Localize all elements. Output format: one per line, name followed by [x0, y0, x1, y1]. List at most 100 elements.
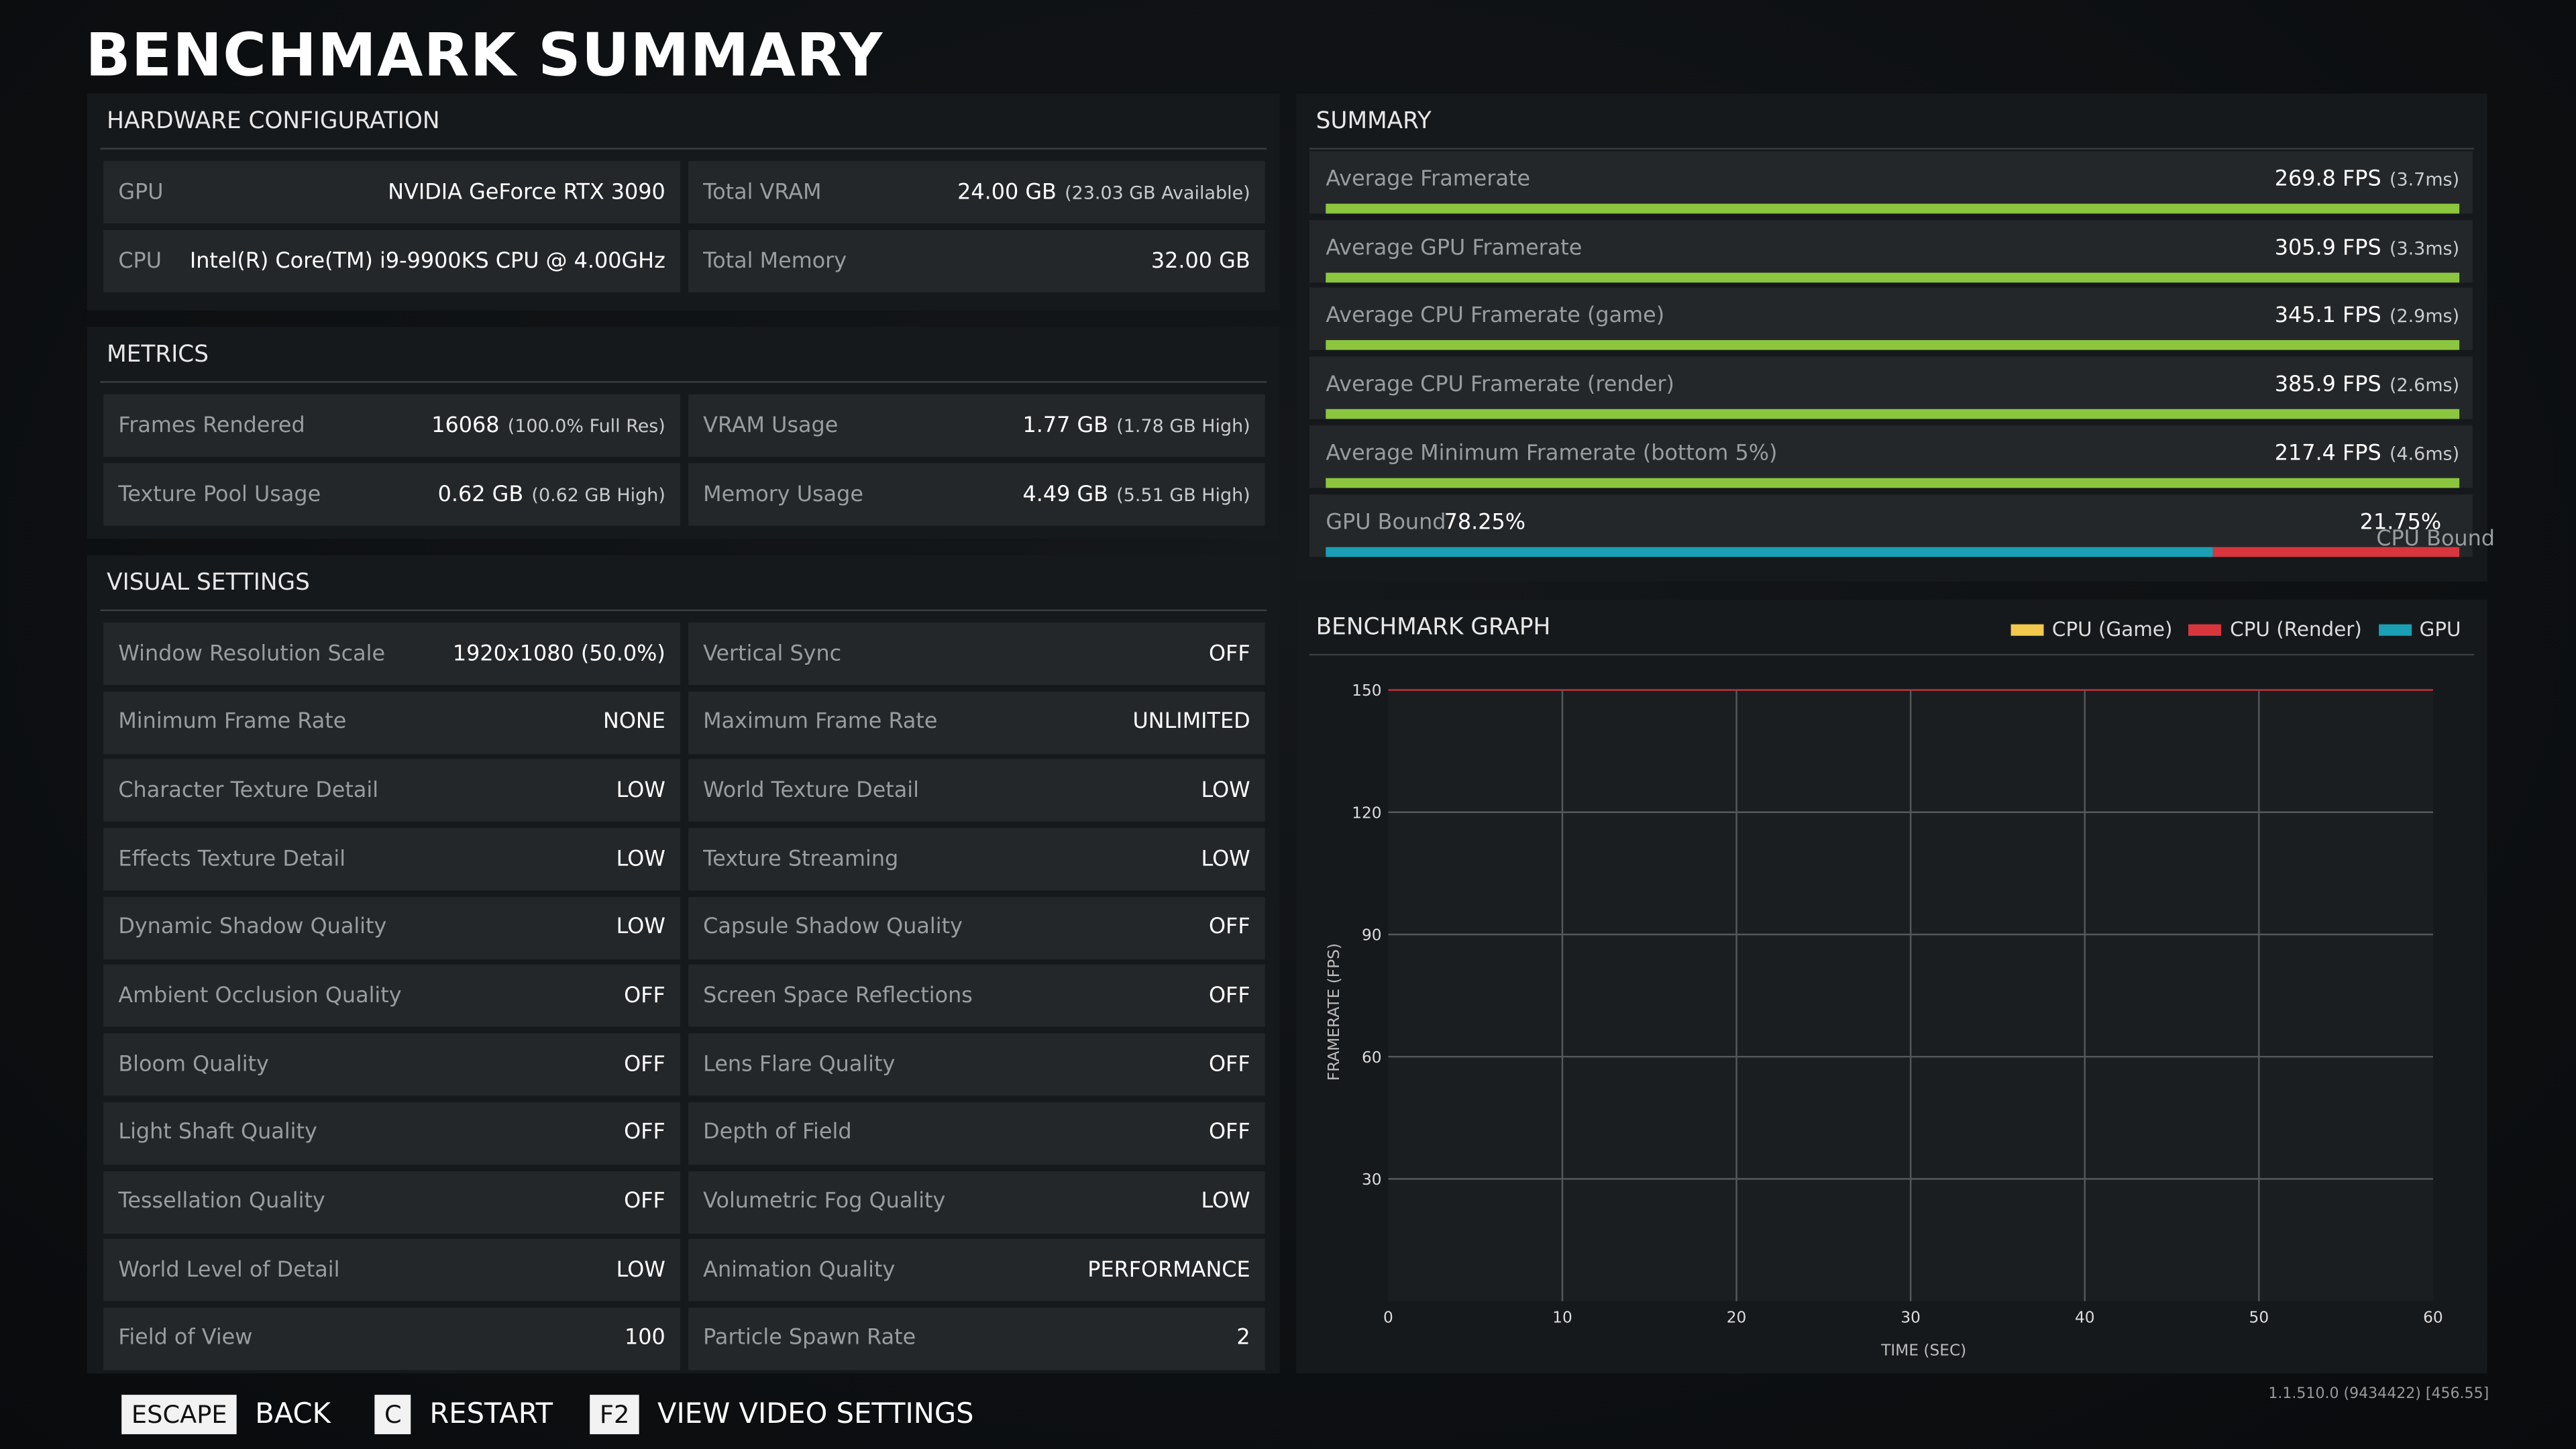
x-tick-label: 40 — [2075, 1308, 2095, 1326]
setting-cell: Volumetric Fog Quality LOW — [688, 1170, 1265, 1233]
setting-cell: Total Memory 32.00 GB — [688, 229, 1265, 292]
summary-label: Average CPU Framerate (game) — [1326, 305, 1665, 329]
setting-cell: Light Shaft Quality OFF — [103, 1102, 680, 1165]
setting-value: LOW — [616, 915, 665, 941]
summary-value-group: 217.4 FPS (4.6ms) — [2275, 441, 2459, 466]
key-badge: ESCAPE — [121, 1395, 237, 1434]
setting-label: Light Shaft Quality — [118, 1120, 317, 1146]
summary-row: Average CPU Framerate (render) 385.9 FPS (… — [1309, 356, 2473, 419]
setting-note: (1.78 GB High) — [1116, 415, 1250, 437]
legend-item: CPU (Render) — [2188, 617, 2362, 641]
setting-label: Minimum Frame Rate — [118, 710, 347, 735]
setting-label: Vertical Sync — [703, 641, 842, 667]
key-badge: F2 — [590, 1395, 640, 1434]
setting-value: OFF — [624, 1120, 665, 1146]
setting-cell: Effects Texture Detail LOW — [103, 828, 680, 891]
setting-label: Field of View — [118, 1326, 253, 1351]
settings-grid: Frames Rendered 16068 (100.0% Full Res) VRA… — [103, 394, 1265, 526]
setting-label: Animation Quality — [703, 1258, 896, 1283]
summary-bar — [1326, 409, 2460, 419]
divider — [1309, 148, 2475, 150]
summary-value-group: 345.1 FPS (2.9ms) — [2275, 305, 2459, 329]
summary-bar — [1326, 272, 2460, 282]
summary-value-group: 269.8 FPS (3.7ms) — [2275, 168, 2459, 193]
divider — [100, 148, 1267, 150]
summary-value: 345.1 FPS — [2274, 305, 2381, 329]
bound-segment — [2212, 546, 2460, 556]
summary-value: 269.8 FPS — [2274, 167, 2381, 193]
setting-value: 100 — [625, 1326, 665, 1351]
setting-note: (100.0% Full Res) — [507, 415, 665, 437]
y-tick-label: 120 — [1352, 804, 1381, 822]
setting-label: Bloom Quality — [118, 1052, 269, 1077]
summary-bar — [1326, 203, 2460, 214]
x-tick-label: 50 — [2249, 1308, 2269, 1326]
y-tick-label: 150 — [1352, 682, 1381, 700]
action-label: BACK — [255, 1398, 331, 1432]
setting-cell: Memory Usage 4.49 GB (5.51 GB High) — [688, 463, 1265, 526]
y-tick-label: 60 — [1362, 1049, 1382, 1067]
setting-label: Total VRAM — [703, 180, 822, 205]
summary-note: (2.6ms) — [2389, 374, 2460, 396]
panel: BENCHMARK GRAPH CPU (Game) CPU (Render) GPU… — [1296, 599, 2487, 1374]
legend-label: CPU (Render) — [2230, 617, 2362, 641]
setting-value: 32.00 GB — [1150, 249, 1250, 274]
setting-value: OFF — [1208, 1120, 1250, 1146]
summary-row: Average GPU Framerate 305.9 FPS (3.3ms) — [1309, 219, 2473, 282]
setting-cell: Dynamic Shadow Quality LOW — [103, 896, 680, 959]
footer-action[interactable]: F2 VIEW VIDEO SETTINGS — [590, 1395, 974, 1434]
footer-action[interactable]: ESCAPE BACK — [121, 1395, 331, 1434]
setting-cell: Frames Rendered 16068 (100.0% Full Res) — [103, 394, 680, 457]
setting-value: OFF — [1208, 1052, 1250, 1077]
setting-cell: VRAM Usage 1.77 GB (1.78 GB High) — [688, 394, 1265, 457]
graph: 30 60 90 120 150 0 10 20 30 40 50 60 TIME (SEC) FRAME… — [1325, 682, 2443, 1359]
setting-value: OFF — [624, 1189, 665, 1214]
setting-value: OFF — [1208, 983, 1250, 1009]
action-label: RESTART — [429, 1398, 553, 1432]
setting-label: Tessellation Quality — [118, 1189, 325, 1214]
setting-label: Maximum Frame Rate — [703, 710, 938, 735]
setting-label: Particle Spawn Rate — [703, 1326, 916, 1351]
setting-label: Texture Pool Usage — [118, 482, 321, 507]
panel: HARDWARE CONFIGURATION GPU NVIDIA GeForce … — [87, 93, 1280, 311]
setting-cell: Field of View 100 — [103, 1307, 680, 1371]
bound-value: 21.75% — [2359, 510, 2442, 535]
setting-value: 1920x1080 (50.0%) — [452, 641, 665, 667]
setting-value: LOW — [616, 778, 665, 804]
version: 1.1.510.0 (9434422) [456.55] — [2268, 1386, 2489, 1403]
footer-action[interactable]: C RESTART — [374, 1395, 553, 1434]
summary-note: (3.3ms) — [2389, 237, 2460, 260]
legend: CPU (Game) CPU (Render) GPU — [1994, 618, 2461, 641]
setting-note: (5.51 GB High) — [1116, 484, 1250, 506]
setting-cell: GPU NVIDIA GeForce RTX 3090 — [103, 161, 680, 224]
setting-label: Capsule Shadow Quality — [703, 915, 963, 941]
setting-value: LOW — [1201, 778, 1250, 804]
summary-row: Average Framerate 269.8 FPS (3.7ms) — [1309, 151, 2473, 214]
summary-label: Average Minimum Framerate (bottom 5%) — [1326, 441, 1778, 467]
setting-value: 1.77 GB — [1022, 413, 1109, 438]
setting-label: Total Memory — [703, 249, 847, 274]
setting-note: (23.03 GB Available) — [1065, 181, 1250, 203]
panel: VISUAL SETTINGS Window Resolution Scale 19… — [87, 555, 1280, 1374]
setting-cell: Texture Pool Usage 0.62 GB (0.62 GB High) — [103, 463, 680, 526]
setting-value: LOW — [616, 1258, 665, 1283]
setting-value: PERFORMANCE — [1087, 1258, 1250, 1283]
setting-cell: Window Resolution Scale 1920x1080 (50.0%) — [103, 623, 680, 686]
setting-label: Memory Usage — [703, 482, 863, 507]
setting-cell: Lens Flare Quality OFF — [688, 1033, 1265, 1096]
setting-cell: Depth of Field OFF — [688, 1102, 1265, 1165]
setting-label: World Texture Detail — [703, 778, 919, 804]
summary-value: 385.9 FPS — [2274, 373, 2381, 398]
y-axis-label: FRAMERATE (FPS) — [1325, 943, 1343, 1081]
setting-label: Dynamic Shadow Quality — [118, 915, 387, 941]
x-tick-label: 30 — [1900, 1308, 1921, 1326]
legend-label: GPU — [2419, 617, 2461, 641]
legend-label: CPU (Game) — [2051, 617, 2173, 641]
x-tick-label: 10 — [1552, 1308, 1572, 1326]
summary-row: Average Minimum Framerate (bottom 5%) 217… — [1309, 425, 2473, 488]
setting-label: Screen Space Reflections — [703, 983, 973, 1009]
setting-cell: Texture Streaming LOW — [688, 828, 1265, 891]
bound-right: 21.75% CPU Bound — [2359, 510, 2495, 551]
setting-value: LOW — [1201, 1189, 1250, 1214]
